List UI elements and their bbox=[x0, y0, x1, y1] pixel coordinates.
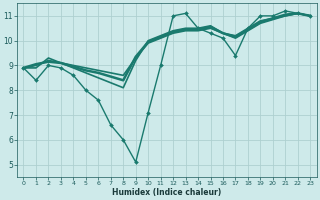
X-axis label: Humidex (Indice chaleur): Humidex (Indice chaleur) bbox=[112, 188, 221, 197]
